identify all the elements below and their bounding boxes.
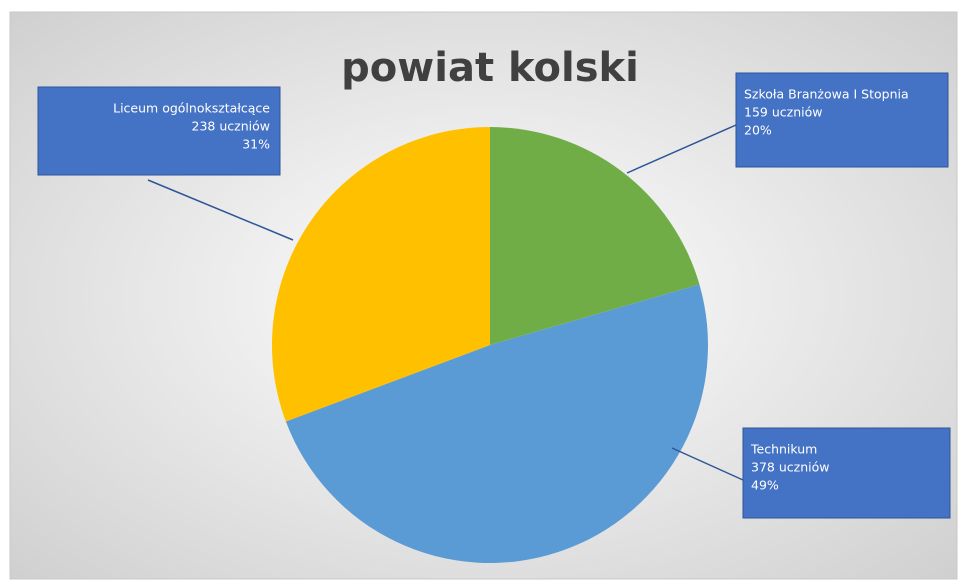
percent-label: 49% (751, 478, 779, 493)
percent-label: 31% (242, 137, 270, 152)
data-label-box (735, 72, 949, 168)
value-label: 378 uczniów (751, 460, 829, 475)
leader-line (626, 124, 737, 174)
chart-title: powiat kolski (341, 45, 639, 91)
category-label: Technikum (750, 442, 817, 457)
data-label-box (742, 427, 951, 519)
category-label: Szkoła Branżowa I Stopnia (744, 87, 909, 102)
value-label: 238 uczniów (192, 119, 270, 134)
pie-slice (272, 127, 490, 422)
pie-slice (490, 127, 700, 345)
leader-line (671, 447, 744, 481)
leader-line (147, 179, 294, 241)
data-label-box (37, 86, 281, 176)
value-label: 159 uczniów (744, 105, 822, 120)
category-label: Liceum ogólnokształcące (113, 101, 270, 116)
pie-slice (285, 284, 708, 563)
percent-label: 20% (744, 123, 772, 138)
